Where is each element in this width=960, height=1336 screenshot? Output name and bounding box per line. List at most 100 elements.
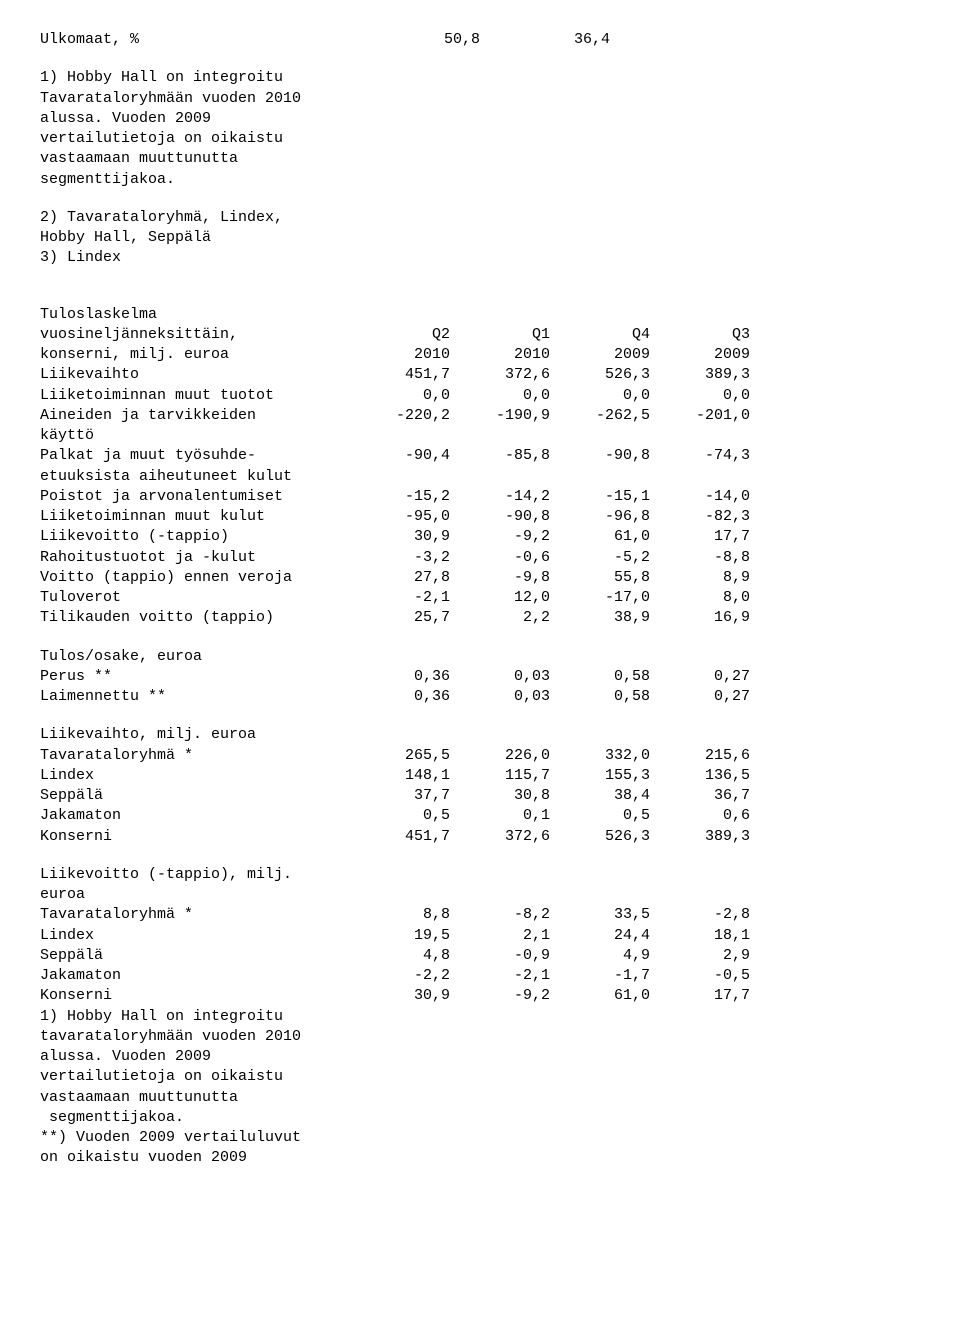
cell-value: 265,5 [350,746,450,766]
cell-value: 2,1 [450,926,550,946]
cell-value: -190,9 [450,406,550,426]
table-row: Tavarataloryhmä *8,8-8,233,5-2,8 [40,905,930,925]
cell-label: Seppälä [40,946,350,966]
cell-value: 8,8 [350,905,450,925]
cell-value: 0,36 [350,687,450,707]
cell-value: 38,9 [550,608,650,628]
cell-value: 50,8 [350,30,480,50]
cell-value [450,426,550,446]
cell-value: -201,0 [650,406,750,426]
cell-value: 4,9 [550,946,650,966]
cell-value: -9,2 [450,527,550,547]
cell-value: 0,58 [550,667,650,687]
cell-value: 389,3 [650,365,750,385]
col-header: 2010 [450,345,550,365]
cell-label: käyttö [40,426,350,446]
col-header: 2009 [550,345,650,365]
table-row: Palkat ja muut työsuhde--90,4-85,8-90,8-… [40,446,930,466]
col-header: 2010 [350,345,450,365]
cell-value: -220,2 [350,406,450,426]
cell-value: 148,1 [350,766,450,786]
cell-label: Seppälä [40,786,350,806]
cell-label: Aineiden ja tarvikkeiden [40,406,350,426]
cell-value [650,467,750,487]
cell-value: 0,0 [550,386,650,406]
cell-value: 30,9 [350,527,450,547]
cell-value: -90,4 [350,446,450,466]
cell-value: -17,0 [550,588,650,608]
table-row: Aineiden ja tarvikkeiden-220,2-190,9-262… [40,406,930,426]
heading-row-years: konserni, milj. euroa 2010 2010 2009 200… [40,345,930,365]
cell-value [350,426,450,446]
cell-value: 17,7 [650,986,750,1006]
table-row: Liikevaihto451,7372,6526,3389,3 [40,365,930,385]
cell-value: -15,2 [350,487,450,507]
col-header: Q4 [550,325,650,345]
cell-label: Perus ** [40,667,350,687]
cell-label: Liikevaihto [40,365,350,385]
cell-value [450,467,550,487]
col-header: Q1 [450,325,550,345]
cell-value: -9,2 [450,986,550,1006]
cell-label: Poistot ja arvonalentumiset [40,487,350,507]
cell-value: 0,0 [350,386,450,406]
cell-value: 0,03 [450,667,550,687]
table-row: Seppälä4,8-0,94,92,9 [40,946,930,966]
cell-label: Liiketoiminnan muut tuotot [40,386,350,406]
cell-value: 12,0 [450,588,550,608]
cell-value: 115,7 [450,766,550,786]
cell-label: Konserni [40,986,350,1006]
cell-value: -90,8 [550,446,650,466]
heading-text: Liikevaihto, milj. euroa [40,725,350,745]
row-ulkomaat: Ulkomaat, % 50,8 36,4 [40,30,930,50]
table-row: Tuloverot-2,112,0-17,08,0 [40,588,930,608]
cell-value: 0,36 [350,667,450,687]
cell-label: Rahoitustuotot ja -kulut [40,548,350,568]
table-row: Lindex148,1115,7155,3136,5 [40,766,930,786]
cell-value [350,467,450,487]
heading-tuloslaskelma: Tuloslaskelma [40,305,930,325]
footnote-1: 1) Hobby Hall on integroitu Tavaratalory… [40,68,930,190]
cell-value: 4,8 [350,946,450,966]
table-row: Konserni30,9-9,261,017,7 [40,986,930,1006]
table-row: Liikevoitto (-tappio)30,9-9,261,017,7 [40,527,930,547]
cell-value: 389,3 [650,827,750,847]
cell-label: Ulkomaat, % [40,30,350,50]
cell-value: 16,9 [650,608,750,628]
cell-label: Jakamaton [40,806,350,826]
cell-value: -2,1 [450,966,550,986]
cell-value: 17,7 [650,527,750,547]
cell-value: 30,9 [350,986,450,1006]
cell-value: -14,2 [450,487,550,507]
cell-value: 36,4 [480,30,610,50]
table-row: Liiketoiminnan muut tuotot0,00,00,00,0 [40,386,930,406]
cell-label: Lindex [40,766,350,786]
cell-value [550,467,650,487]
cell-value: 8,0 [650,588,750,608]
cell-value: -85,8 [450,446,550,466]
heading-tulos-osake: Tulos/osake, euroa [40,647,930,667]
cell-value: -2,1 [350,588,450,608]
col-header: Q2 [350,325,450,345]
cell-label: Palkat ja muut työsuhde- [40,446,350,466]
col-header: 2009 [650,345,750,365]
cell-value: 0,27 [650,687,750,707]
footnote-2-3: 2) Tavarataloryhmä, Lindex, Hobby Hall, … [40,208,930,269]
heading-liikevoitto: Liikevoitto (-tappio), milj. euroa [40,865,930,906]
table-row: Tilikauden voitto (tappio)25,72,238,916,… [40,608,930,628]
cell-value: 526,3 [550,827,650,847]
cell-label: Tuloverot [40,588,350,608]
cell-value: -82,3 [650,507,750,527]
cell-value: -0,5 [650,966,750,986]
footnote-bottom-1: 1) Hobby Hall on integroitu tavaratalory… [40,1007,930,1129]
table-row: Rahoitustuotot ja -kulut-3,2-0,6-5,2-8,8 [40,548,930,568]
cell-value: 0,03 [450,687,550,707]
heading-text: konserni, milj. euroa [40,345,350,365]
cell-value: 215,6 [650,746,750,766]
cell-label: Tavarataloryhmä * [40,746,350,766]
table-row: käyttö [40,426,930,446]
cell-value: 372,6 [450,827,550,847]
cell-value: 0,58 [550,687,650,707]
heading-text: Tuloslaskelma [40,305,350,325]
table-row: Lindex19,52,124,418,1 [40,926,930,946]
